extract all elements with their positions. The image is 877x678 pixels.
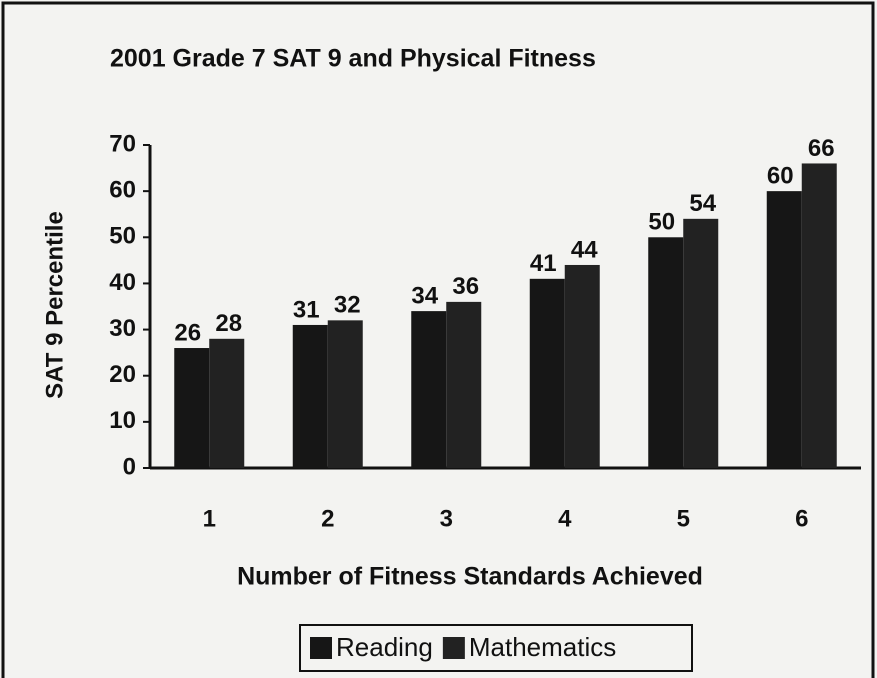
value-label: 41 bbox=[530, 250, 557, 277]
value-label: 32 bbox=[334, 292, 361, 319]
y-tick-label: 0 bbox=[123, 453, 136, 480]
bar bbox=[564, 264, 600, 468]
bar bbox=[648, 237, 684, 468]
value-label: 31 bbox=[293, 296, 320, 323]
x-tick-label: 6 bbox=[795, 505, 808, 532]
bar bbox=[529, 278, 565, 468]
legend-swatch bbox=[442, 637, 465, 659]
value-label: 34 bbox=[411, 282, 438, 309]
x-tick-label: 4 bbox=[558, 505, 572, 532]
bar bbox=[411, 311, 447, 468]
bar bbox=[801, 163, 837, 468]
bar bbox=[209, 338, 245, 468]
bar bbox=[327, 320, 363, 468]
y-tick-label: 20 bbox=[109, 361, 136, 388]
x-tick-label: 3 bbox=[440, 505, 453, 532]
value-label: 50 bbox=[648, 209, 675, 236]
y-tick-label: 40 bbox=[109, 269, 136, 296]
bar bbox=[292, 324, 328, 468]
x-tick-label: 1 bbox=[203, 505, 216, 532]
y-tick-label: 10 bbox=[109, 407, 136, 434]
value-label: 66 bbox=[808, 135, 835, 162]
bar bbox=[683, 218, 719, 468]
y-tick-label: 30 bbox=[109, 315, 136, 342]
y-axis-label: SAT 9 Percentile bbox=[41, 211, 68, 399]
value-label: 36 bbox=[452, 273, 479, 300]
value-label: 26 bbox=[174, 319, 201, 346]
y-tick-label: 60 bbox=[109, 176, 136, 203]
bar bbox=[446, 301, 482, 468]
legend-label: Reading bbox=[336, 632, 433, 662]
value-label: 44 bbox=[571, 236, 598, 263]
y-tick-label: 50 bbox=[109, 223, 136, 250]
x-tick-label: 2 bbox=[321, 505, 334, 532]
bar bbox=[174, 348, 210, 468]
chart-title: 2001 Grade 7 SAT 9 and Physical Fitness bbox=[110, 45, 596, 73]
bar bbox=[766, 191, 802, 468]
value-label: 54 bbox=[689, 190, 716, 217]
legend-swatch bbox=[310, 637, 332, 659]
value-label: 28 bbox=[215, 310, 242, 337]
value-label: 60 bbox=[767, 162, 794, 189]
legend-box bbox=[299, 624, 693, 672]
x-tick-label: 5 bbox=[677, 505, 690, 532]
y-tick-label: 70 bbox=[109, 130, 136, 157]
legend-label: Mathematics bbox=[469, 632, 616, 662]
x-axis-label: Number of Fitness Standards Achieved bbox=[237, 563, 703, 591]
